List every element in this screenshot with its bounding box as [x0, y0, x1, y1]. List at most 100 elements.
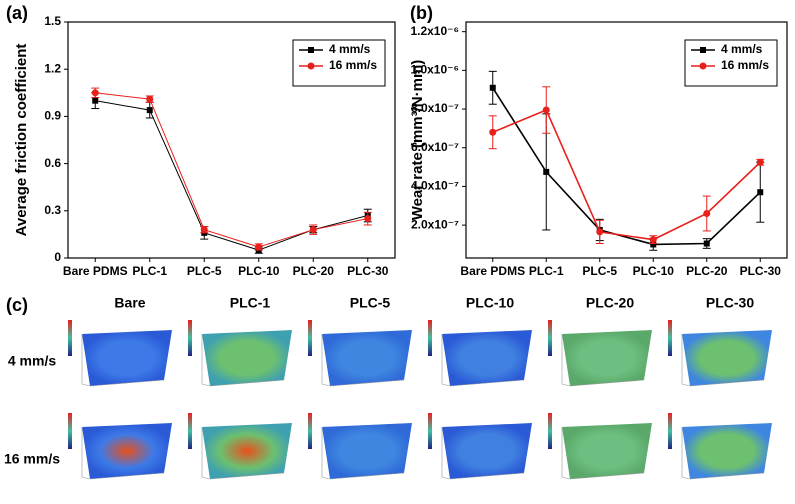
surface-axes — [201, 427, 285, 480]
x-tick-label: PLC-30 — [740, 264, 782, 278]
plot-frame — [67, 21, 396, 259]
column-label: Bare — [114, 295, 145, 311]
surface-image — [322, 330, 412, 386]
surface-image — [202, 423, 292, 479]
series-line — [95, 100, 368, 251]
surface-axes — [681, 334, 765, 387]
marker — [542, 106, 550, 114]
column-label: PLC-10 — [466, 295, 514, 311]
surface-axes — [321, 334, 405, 387]
legend-marker — [699, 62, 707, 70]
color-bar — [428, 413, 432, 449]
y-tick-label: 0 — [54, 250, 61, 264]
series-line — [95, 92, 368, 248]
column-label: PLC-5 — [350, 295, 391, 311]
color-bar — [188, 413, 192, 449]
y-tick-label: 4.0x10⁻⁷ — [411, 179, 459, 193]
legend-label: 4 mm/s — [329, 42, 371, 56]
marker — [596, 228, 604, 236]
panel-label: (c) — [6, 295, 28, 315]
x-tick-label: PLC-10 — [633, 264, 675, 278]
panel-label: (b) — [410, 3, 433, 23]
x-tick-label: PLC-20 — [293, 264, 335, 278]
surface-axes — [561, 427, 645, 480]
legend-marker — [308, 47, 314, 53]
x-tick-label: PLC-30 — [347, 264, 389, 278]
surface-image — [82, 423, 172, 479]
x-tick-label: Bare PDMS — [460, 264, 525, 278]
surface-image — [322, 423, 412, 479]
color-bar — [668, 413, 672, 449]
surface-image — [442, 423, 532, 479]
legend-marker — [307, 62, 315, 70]
surface-image — [82, 330, 172, 386]
surface-axes — [561, 334, 645, 387]
row-label: 4 mm/s — [8, 353, 56, 369]
marker — [650, 241, 657, 248]
x-tick-label: PLC-5 — [582, 264, 617, 278]
marker — [200, 226, 208, 234]
surface-axes — [321, 427, 405, 480]
x-tick-label: PLC-10 — [238, 264, 280, 278]
plot-frame — [465, 21, 788, 259]
marker — [649, 236, 657, 244]
marker — [364, 215, 372, 223]
legend-label: 16 mm/s — [329, 58, 377, 72]
marker — [703, 210, 711, 218]
x-tick-label: PLC-5 — [187, 264, 222, 278]
marker — [309, 226, 317, 234]
surface-axes — [441, 427, 525, 480]
y-tick-label: 2.0x10⁻⁷ — [411, 217, 459, 231]
color-bar — [308, 413, 312, 449]
y-axis-label: Average friction coefficient — [13, 44, 30, 237]
surface-image — [202, 330, 292, 386]
marker — [255, 243, 263, 251]
surface-image — [562, 423, 652, 479]
color-bar — [68, 320, 72, 356]
y-tick-label: 6.0x10⁻⁷ — [411, 140, 459, 154]
surface-axes — [441, 334, 525, 387]
color-bar — [548, 320, 552, 356]
y-axis-label: Wear rate (mm³/N·mm) — [409, 60, 426, 221]
y-tick-label: 1.2 — [44, 61, 61, 75]
color-bar — [68, 413, 72, 449]
legend-label: 16 mm/s — [721, 58, 769, 72]
color-bar — [308, 320, 312, 356]
color-bar — [428, 320, 432, 356]
marker — [489, 84, 496, 91]
x-tick-label: PLC-1 — [529, 264, 564, 278]
y-tick-label: 8.0x10⁻⁷ — [411, 101, 459, 115]
y-tick-label: 0.9 — [44, 109, 61, 123]
column-label: PLC-1 — [230, 295, 271, 311]
surface-image — [562, 330, 652, 386]
surface-axes — [681, 427, 765, 480]
x-tick-label: PLC-20 — [686, 264, 728, 278]
color-bar — [548, 413, 552, 449]
column-label: PLC-20 — [586, 295, 634, 311]
legend-marker — [700, 47, 706, 53]
marker — [543, 168, 550, 175]
marker — [757, 189, 764, 196]
surface-image — [682, 330, 772, 386]
y-tick-label: 0.3 — [44, 203, 61, 217]
marker — [91, 89, 99, 97]
y-tick-label: 1.0x10⁻⁶ — [410, 63, 459, 77]
row-label: 16 mm/s — [4, 451, 60, 467]
series-line — [492, 87, 761, 246]
y-tick-label: 1.2x10⁻⁶ — [410, 24, 459, 38]
series-line — [492, 108, 761, 241]
color-bar — [668, 320, 672, 356]
marker — [92, 97, 99, 104]
marker — [146, 95, 154, 103]
panel-label: (a) — [6, 3, 28, 23]
marker — [703, 240, 710, 247]
legend-label: 4 mm/s — [721, 42, 763, 56]
marker — [489, 128, 497, 136]
y-tick-label: 1.5 — [44, 14, 61, 28]
x-tick-label: Bare PDMS — [63, 264, 128, 278]
x-tick-label: PLC-1 — [132, 264, 167, 278]
surface-axes — [201, 334, 285, 387]
surface-image — [442, 330, 532, 386]
color-bar — [188, 320, 192, 356]
